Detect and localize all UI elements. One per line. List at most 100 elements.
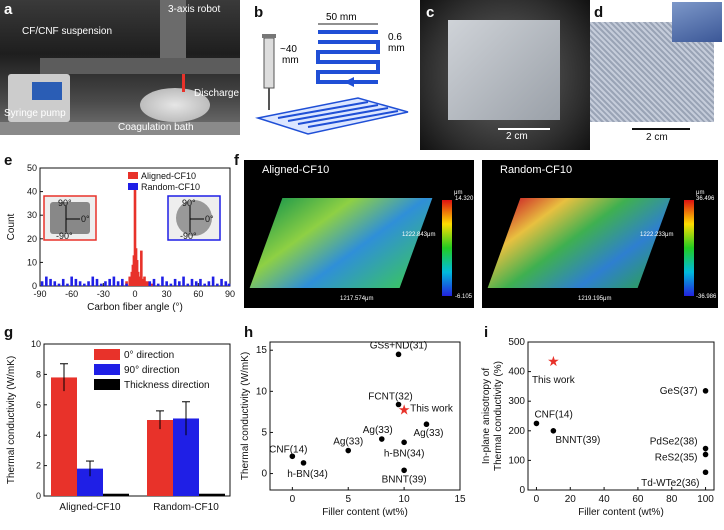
table-surface	[0, 122, 240, 135]
bar-e-random	[203, 283, 206, 286]
bar-e-random	[49, 278, 52, 286]
bar-e-random	[207, 281, 211, 286]
bar-e-aligned	[146, 281, 149, 286]
y-tick-label-e: 0	[32, 281, 37, 291]
bar-e-random	[125, 283, 128, 286]
point-label-i: Td-WTe2(36)	[641, 478, 699, 489]
bar-g	[199, 493, 225, 496]
plot-frame-g	[43, 343, 231, 497]
y-tick-label-i: 300	[508, 396, 525, 407]
scale-bar-c	[498, 128, 550, 130]
bar-e-random	[216, 283, 219, 286]
x-tick-label-i: 20	[565, 494, 577, 505]
y-tick-label-h: 5	[261, 427, 267, 438]
x-tick-label-h: 15	[454, 494, 466, 505]
x-tick-label-i: 100	[697, 494, 714, 505]
width-label: 50 mm	[326, 12, 357, 23]
panel-g-letter: g	[4, 324, 14, 341]
panel-c-photo	[420, 0, 590, 150]
y-tick-label-e: 10	[27, 257, 37, 267]
bar-e-random	[186, 283, 190, 286]
inset-label-neg90: -90°	[180, 231, 197, 241]
pump-screen	[32, 82, 62, 100]
f-left-dim1: 1222.843μm	[402, 232, 436, 238]
y-tick-label-e: 20	[27, 234, 37, 244]
bar-e-random	[211, 276, 215, 286]
bar-e-random	[112, 276, 116, 286]
legend-label-e: Random-CF10	[141, 182, 200, 192]
bar-e-random	[104, 281, 107, 286]
data-point-i	[702, 388, 709, 394]
panel-f-right	[482, 160, 718, 308]
inset-label-90: 90°	[182, 198, 196, 208]
point-label-h: h-BN(34)	[384, 448, 425, 459]
syringe-barrel	[263, 37, 275, 89]
data-point-h	[289, 453, 296, 460]
y-tick-label-e: 30	[27, 210, 37, 220]
panel-f-letter: f	[234, 152, 239, 169]
spacing-label-2: mm	[388, 43, 405, 54]
inset-sample-aligned	[50, 202, 90, 234]
bar-e-random	[152, 278, 156, 286]
point-label-i: PdSe2(38)	[650, 437, 698, 448]
bar-e-random	[87, 281, 90, 286]
y-tick-label-g: 4	[36, 430, 41, 440]
point-label-h: GSs+ND(31)	[370, 340, 428, 351]
bar-e-random	[53, 281, 57, 286]
bar-e-random	[173, 278, 177, 286]
bar-e-random	[78, 281, 82, 286]
point-label-h: Ag(33)	[333, 437, 363, 448]
x-axis-label-i: Filler content (wt%)	[578, 507, 664, 518]
y-tick-label-e: 50	[27, 163, 37, 173]
x-tick-label-e: -30	[97, 289, 110, 299]
f-right-title: Random-CF10	[500, 164, 573, 176]
legend-swatch-g	[94, 364, 120, 375]
y-axis-label-i-line1: In-plane anisotropy of	[481, 368, 492, 464]
f-right-dim1: 1222.233μm	[640, 232, 674, 238]
path-arrow	[344, 77, 354, 87]
y-tick-label-h: 15	[256, 345, 268, 356]
bar-e-random	[66, 283, 69, 286]
x-tick-label-i: 60	[632, 494, 644, 505]
legend-label-g: 0° direction	[124, 350, 174, 361]
y-tick-label-e: 40	[27, 187, 37, 197]
bar-e-random	[108, 278, 111, 286]
bar-e-random	[178, 281, 181, 286]
data-point-i	[702, 469, 709, 476]
robot-rail	[40, 58, 240, 74]
bar-e-random	[199, 278, 202, 286]
f-right-cbtop: 36.496	[696, 196, 715, 202]
point-label-i: ReS2(35)	[655, 452, 698, 463]
y-tick-label-h: 10	[256, 386, 268, 397]
y-tick-label-i: 0	[519, 485, 525, 496]
x-tick-label-i: 0	[534, 494, 540, 505]
data-point-h	[395, 351, 402, 358]
bar-e-random	[83, 283, 86, 286]
x-tick-label-h: 0	[290, 494, 296, 505]
panel-i-letter: i	[484, 324, 489, 341]
point-label-h: CNF(14)	[269, 444, 307, 455]
point-label-h: Ag(33)	[413, 428, 443, 439]
scale-label-c: 2 cm	[506, 131, 528, 142]
y-tick-label-i: 200	[508, 426, 525, 437]
colorbar-right	[684, 200, 694, 296]
y-tick-label-g: 8	[36, 369, 41, 379]
f-right-unit: μm	[696, 190, 705, 196]
panel-a-photo	[0, 0, 240, 135]
x-axis-label-h: Filler content (wt%)	[322, 507, 408, 518]
point-label-i: GeS(37)	[660, 386, 698, 397]
x-tick-label-e: 60	[193, 289, 203, 299]
panel-b-letter: b	[254, 4, 264, 21]
f-right-cbbot: -36.986	[696, 294, 717, 300]
panel-d-letter: d	[594, 4, 604, 21]
panel-e-letter: e	[4, 152, 13, 169]
bar-g	[147, 420, 173, 496]
bar-e-random	[57, 283, 61, 286]
x-tick-label-i: 80	[666, 494, 678, 505]
data-point-h	[378, 436, 385, 442]
star-point-i: ★	[547, 353, 560, 369]
bar-e-aligned	[133, 184, 137, 286]
point-label-i: CNF(14)	[534, 409, 572, 420]
inset-label-0: 0°	[81, 214, 90, 224]
data-point-i	[702, 445, 709, 452]
